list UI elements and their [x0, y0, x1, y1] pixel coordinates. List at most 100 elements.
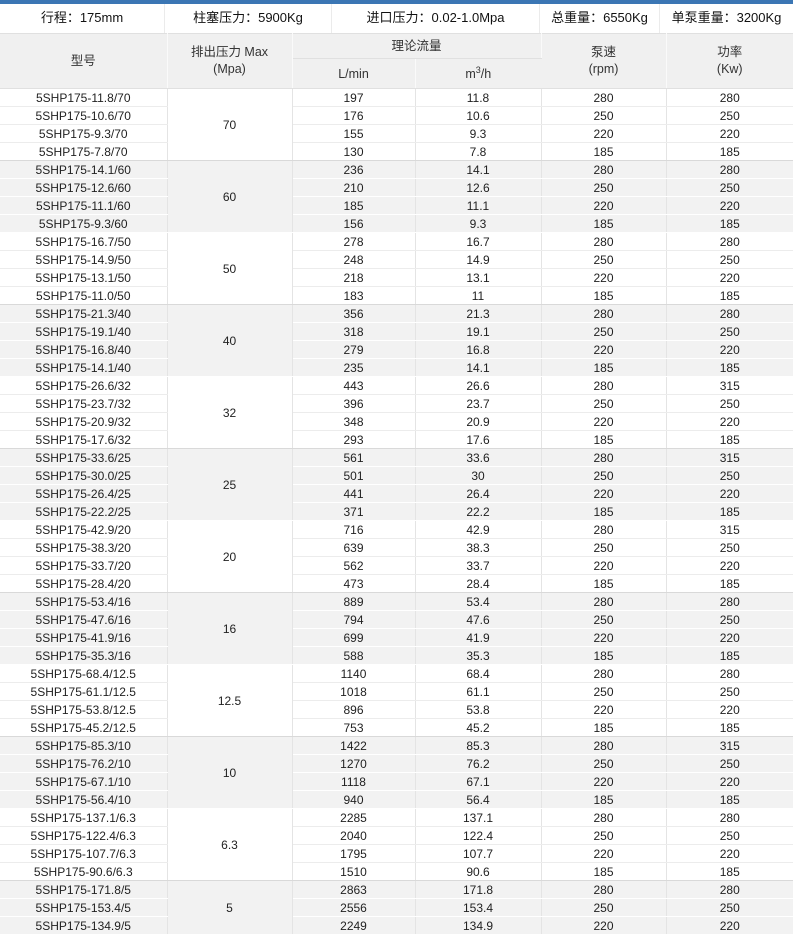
kw-cell: 220 [666, 340, 793, 359]
flow-lmin-cell: 130 [292, 142, 416, 161]
rpm-cell: 250 [541, 106, 667, 125]
flow-lmin-cell: 753 [292, 718, 416, 737]
rpm-cell: 220 [541, 916, 667, 935]
table-row: 5SHP175-41.9/16 699 41.9 220 220 [0, 628, 793, 647]
rpm-cell: 220 [541, 556, 667, 575]
flow-lmin-cell: 1118 [292, 772, 416, 791]
flow-lmin-cell: 1510 [292, 862, 416, 881]
table-row: 5SHP175-11.1/60 185 11.1 220 220 [0, 196, 793, 215]
pressure-group-cell: 16 [167, 592, 293, 665]
flow-m3h-cell: 9.3 [415, 214, 542, 233]
flow-lmin-cell: 501 [292, 466, 416, 485]
header-pump-speed: 泵速 (rpm) [541, 33, 667, 89]
flow-lmin-cell: 156 [292, 214, 416, 233]
model-cell: 5SHP175-16.8/40 [0, 340, 168, 359]
table-row: 5SHP175-53.8/12.5 896 53.8 220 220 [0, 700, 793, 719]
table-row: 5SHP175-22.2/25 371 22.2 185 185 [0, 502, 793, 521]
rpm-cell: 185 [541, 502, 667, 521]
flow-m3h-cell: 11.8 [415, 88, 542, 107]
header-power: 功率 (Kw) [666, 33, 793, 89]
table-row: 5SHP175-16.8/40 279 16.8 220 220 [0, 340, 793, 359]
rpm-cell: 220 [541, 124, 667, 143]
model-cell: 5SHP175-9.3/70 [0, 124, 168, 143]
model-cell: 5SHP175-14.1/60 [0, 160, 168, 179]
flow-lmin-cell: 940 [292, 790, 416, 809]
pressure-group-cell: 25 [167, 448, 293, 521]
model-cell: 5SHP175-11.0/50 [0, 286, 168, 305]
rpm-cell: 280 [541, 664, 667, 683]
flow-lmin-cell: 588 [292, 646, 416, 665]
rpm-cell: 280 [541, 160, 667, 179]
flow-m3h-cell: 11.1 [415, 196, 542, 215]
table-row: 5SHP175-20.9/32 348 20.9 220 220 [0, 412, 793, 431]
kw-cell: 280 [666, 664, 793, 683]
rpm-cell: 220 [541, 700, 667, 719]
kw-cell: 250 [666, 178, 793, 197]
model-cell: 5SHP175-90.6/6.3 [0, 862, 168, 881]
flow-m3h-cell: 23.7 [415, 394, 542, 413]
table-row: 5SHP175-76.2/10 1270 76.2 250 250 [0, 754, 793, 773]
kw-cell: 220 [666, 628, 793, 647]
rpm-cell: 250 [541, 898, 667, 917]
header-model: 型号 [0, 33, 168, 89]
rpm-cell: 220 [541, 484, 667, 503]
model-cell: 5SHP175-13.1/50 [0, 268, 168, 287]
flow-lmin-cell: 396 [292, 394, 416, 413]
table-row: 5SHP175-134.9/5 2249 134.9 220 220 [0, 916, 793, 935]
info-label: 总重量： [551, 10, 604, 25]
kw-cell: 220 [666, 916, 793, 935]
header-flow-lmin: L/min [292, 58, 416, 89]
model-cell: 5SHP175-20.9/32 [0, 412, 168, 431]
kw-cell: 185 [666, 286, 793, 305]
table-row: 5SHP175-14.1/60 60 236 14.1 280 280 [0, 160, 793, 233]
kw-cell: 185 [666, 718, 793, 737]
table-row: 5SHP175-45.2/12.5 753 45.2 185 185 [0, 718, 793, 737]
pressure-group-cell: 32 [167, 376, 293, 449]
model-cell: 5SHP175-33.6/25 [0, 448, 168, 467]
rpm-cell: 220 [541, 772, 667, 791]
model-cell: 5SHP175-28.4/20 [0, 574, 168, 593]
kw-cell: 250 [666, 322, 793, 341]
pressure-group-cell: 12.5 [167, 664, 293, 737]
flow-lmin-cell: 197 [292, 88, 416, 107]
kw-cell: 185 [666, 862, 793, 881]
model-cell: 5SHP175-47.6/16 [0, 610, 168, 629]
info-item-plunger-force: 柱塞压力：5900Kg [165, 4, 332, 33]
kw-cell: 185 [666, 142, 793, 161]
kw-cell: 185 [666, 574, 793, 593]
rpm-cell: 185 [541, 430, 667, 449]
flow-m3h-cell: 33.6 [415, 448, 542, 467]
model-cell: 5SHP175-137.1/6.3 [0, 808, 168, 827]
flow-m3h-cell: 30 [415, 466, 542, 485]
rpm-cell: 250 [541, 826, 667, 845]
flow-m3h-cell: 14.1 [415, 358, 542, 377]
header-discharge-pressure: 排出压力 Max (Mpa) [167, 33, 293, 89]
flow-m3h-cell: 107.7 [415, 844, 542, 863]
kw-cell: 220 [666, 124, 793, 143]
info-value: 6550Kg [603, 10, 648, 25]
flow-m3h-cell: 17.6 [415, 430, 542, 449]
rpm-cell: 220 [541, 268, 667, 287]
header-theoretical-flow: 理论流量 [292, 33, 542, 59]
flow-m3h-cell: 47.6 [415, 610, 542, 629]
kw-cell: 220 [666, 412, 793, 431]
kw-cell: 250 [666, 610, 793, 629]
table-header: 型号 排出压力 Max (Mpa) 理论流量 泵速 (rpm) 功率 (Kw) [0, 33, 793, 89]
kw-cell: 185 [666, 646, 793, 665]
flow-lmin-cell: 889 [292, 592, 416, 611]
kw-cell: 315 [666, 736, 793, 755]
kw-cell: 280 [666, 592, 793, 611]
model-cell: 5SHP175-7.8/70 [0, 142, 168, 161]
rpm-cell: 280 [541, 736, 667, 755]
flow-m3h-cell: 22.2 [415, 502, 542, 521]
table-row: 5SHP175-67.1/10 1118 67.1 220 220 [0, 772, 793, 791]
table-row: 5SHP175-38.3/20 639 38.3 250 250 [0, 538, 793, 557]
flow-m3h-cell: 171.8 [415, 880, 542, 899]
rpm-cell: 250 [541, 178, 667, 197]
model-cell: 5SHP175-16.7/50 [0, 232, 168, 251]
table-row: 5SHP175-16.7/50 50 278 16.7 280 280 [0, 232, 793, 305]
flow-lmin-cell: 1140 [292, 664, 416, 683]
pressure-group-cell: 70 [167, 88, 293, 161]
pressure-group-cell: 50 [167, 232, 293, 305]
model-cell: 5SHP175-42.9/20 [0, 520, 168, 539]
